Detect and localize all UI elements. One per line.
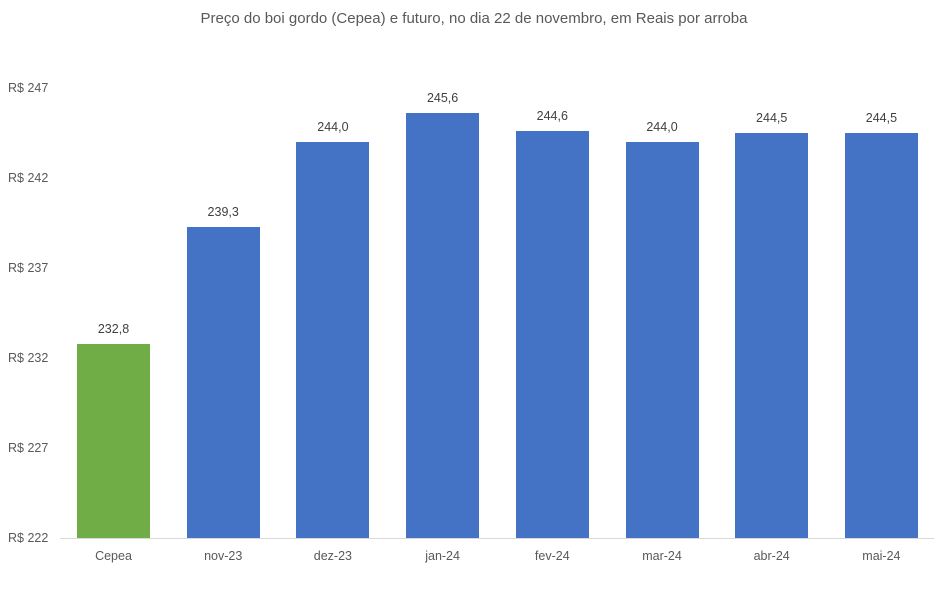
- x-tick-label: fev-24: [534, 549, 570, 563]
- bar-abr-24: [735, 133, 809, 538]
- chart-title: Preço do boi gordo (Cepea) e futuro, no …: [200, 10, 748, 27]
- data-label: 244,0: [646, 120, 678, 134]
- x-axis-line: [60, 538, 934, 539]
- bar-nov-23: [186, 226, 260, 538]
- y-tick-label: R$ 237: [8, 261, 49, 275]
- bar-mar-24: [625, 142, 699, 538]
- x-tick-label: nov-23: [204, 549, 243, 563]
- bar-jan-24: [406, 113, 480, 538]
- data-label: 245,6: [426, 91, 459, 106]
- data-label: 244,5: [865, 111, 898, 125]
- bar-cepea: [77, 343, 150, 538]
- y-tick-label: R$ 232: [8, 351, 49, 365]
- x-tick-label: mar-24: [642, 549, 682, 563]
- y-tick-label: R$ 222: [8, 531, 49, 545]
- y-tick-label: R$ 227: [8, 441, 49, 455]
- x-tick-label: abr-24: [753, 549, 790, 563]
- bar-mai-24: [844, 133, 918, 538]
- data-label: 232,8: [97, 321, 130, 336]
- x-tick-label: mai-24: [862, 549, 901, 563]
- data-label: 244,5: [756, 111, 788, 125]
- data-label: 244,0: [317, 120, 349, 134]
- data-label: 244,6: [536, 109, 568, 124]
- x-tick-label: dez-23: [313, 549, 352, 563]
- data-label: 239,3: [207, 204, 239, 219]
- y-tick-label: R$ 242: [8, 171, 49, 185]
- x-tick-label: jan-24: [425, 549, 460, 563]
- y-tick-label: R$ 247: [8, 81, 49, 95]
- bar-dez-23: [296, 142, 370, 538]
- x-tick-label: Cepea: [95, 549, 132, 563]
- bar-fev-24: [515, 131, 589, 538]
